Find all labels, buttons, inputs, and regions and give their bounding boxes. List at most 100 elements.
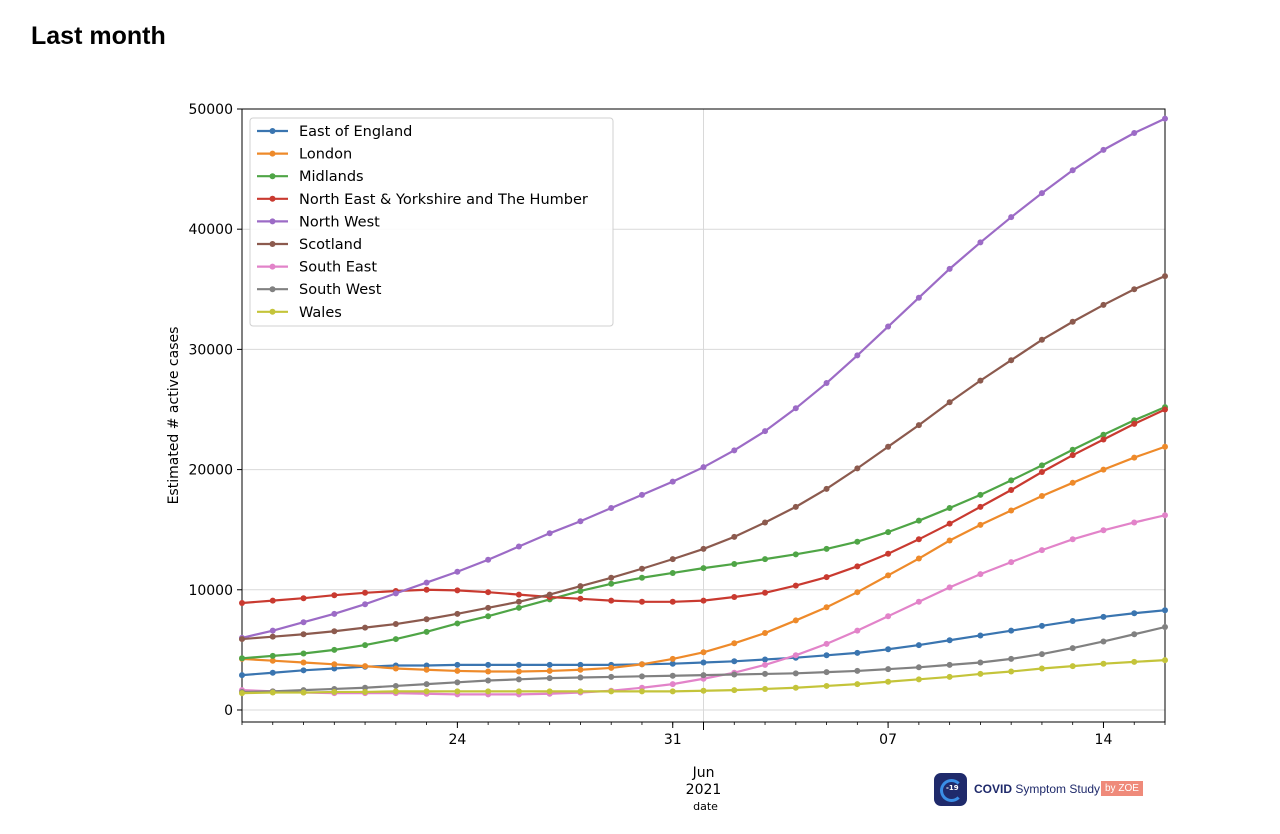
data-point-london bbox=[392, 665, 399, 672]
data-point-midlands bbox=[1069, 446, 1076, 453]
legend-label-london: London bbox=[299, 147, 352, 163]
data-point-north-east-yorkshire-and-the-humber bbox=[1008, 487, 1015, 494]
data-point-north-east-yorkshire-and-the-humber bbox=[300, 595, 307, 602]
x-tick-label: 14 bbox=[1095, 732, 1113, 748]
data-point-midlands bbox=[915, 517, 922, 524]
data-point-east-of-england bbox=[762, 656, 769, 663]
data-point-north-west bbox=[1162, 115, 1168, 122]
data-point-london bbox=[915, 555, 922, 562]
data-point-wales bbox=[331, 688, 338, 695]
data-point-london bbox=[485, 668, 492, 675]
data-point-midlands bbox=[669, 569, 676, 576]
data-point-north-east-yorkshire-and-the-humber bbox=[792, 582, 799, 589]
data-point-east-of-england bbox=[331, 665, 338, 672]
data-point-east-of-england bbox=[1008, 627, 1015, 634]
data-point-east-of-england bbox=[854, 649, 861, 656]
data-point-south-west bbox=[854, 667, 861, 674]
data-point-wales bbox=[1131, 658, 1138, 665]
data-point-east-of-england bbox=[1162, 607, 1168, 614]
data-point-midlands bbox=[731, 560, 738, 567]
data-point-london bbox=[1008, 507, 1015, 514]
data-point-east-of-england bbox=[577, 661, 584, 668]
data-point-wales bbox=[1162, 657, 1168, 664]
data-point-north-east-yorkshire-and-the-humber bbox=[485, 589, 492, 596]
data-point-wales bbox=[515, 688, 522, 695]
data-point-midlands bbox=[300, 650, 307, 657]
data-point-north-west bbox=[1069, 167, 1076, 174]
data-point-north-east-yorkshire-and-the-humber bbox=[638, 598, 645, 605]
data-point-north-east-yorkshire-and-the-humber bbox=[331, 592, 338, 599]
data-point-midlands bbox=[608, 580, 615, 587]
data-point-scotland bbox=[1069, 318, 1076, 325]
data-point-south-east bbox=[915, 598, 922, 605]
data-point-north-east-yorkshire-and-the-humber bbox=[700, 597, 707, 604]
data-point-london bbox=[731, 640, 738, 647]
legend-label-scotland: Scotland bbox=[299, 237, 362, 253]
legend-swatch-marker-east-of-england bbox=[269, 128, 276, 134]
data-point-east-of-england bbox=[423, 662, 430, 669]
legend-swatch-marker-north-east-yorkshire-and-the-humber bbox=[269, 195, 276, 202]
data-point-south-west bbox=[977, 659, 984, 666]
data-point-east-of-england bbox=[700, 659, 707, 666]
data-point-wales bbox=[854, 681, 861, 688]
data-point-scotland bbox=[1038, 336, 1045, 343]
data-point-midlands bbox=[239, 655, 245, 662]
data-point-wales bbox=[977, 670, 984, 677]
data-point-wales bbox=[823, 682, 830, 689]
data-point-north-east-yorkshire-and-the-humber bbox=[269, 597, 276, 604]
data-point-north-east-yorkshire-and-the-humber bbox=[1069, 452, 1076, 459]
data-point-north-west bbox=[1100, 146, 1107, 153]
data-point-south-east bbox=[1008, 559, 1015, 566]
data-point-midlands bbox=[392, 636, 399, 643]
legend-label-south-west: South West bbox=[299, 282, 382, 298]
data-point-wales bbox=[638, 688, 645, 695]
legend-label-north-west: North West bbox=[299, 214, 380, 230]
data-point-north-west bbox=[1131, 130, 1138, 137]
data-point-east-of-england bbox=[1038, 622, 1045, 629]
data-point-scotland bbox=[1100, 301, 1107, 308]
legend-label-north-east-yorkshire-and-the-humber: North East & Yorkshire and The Humber bbox=[299, 192, 588, 208]
data-point-london bbox=[300, 659, 307, 666]
data-point-south-east bbox=[669, 681, 676, 688]
data-point-wales bbox=[269, 689, 276, 696]
data-point-south-west bbox=[638, 673, 645, 680]
data-point-south-west bbox=[1131, 631, 1138, 638]
covid-symptom-study-logo: -19 COVID Symptom Study by ZOE bbox=[934, 773, 1154, 807]
x-major-tick-year: 2021 bbox=[686, 782, 722, 798]
data-point-scotland bbox=[454, 610, 461, 617]
data-point-north-west bbox=[700, 464, 707, 471]
data-point-south-west bbox=[1162, 624, 1168, 631]
legend-swatch-marker-wales bbox=[269, 308, 276, 315]
data-point-london bbox=[1131, 454, 1138, 461]
data-point-north-west bbox=[515, 543, 522, 550]
data-point-wales bbox=[392, 688, 399, 695]
data-point-north-west bbox=[608, 505, 615, 512]
data-point-london bbox=[885, 572, 892, 579]
data-point-scotland bbox=[823, 485, 830, 492]
data-point-north-west bbox=[638, 491, 645, 498]
data-point-london bbox=[546, 667, 553, 674]
data-point-south-east bbox=[1131, 519, 1138, 526]
data-point-south-west bbox=[454, 679, 461, 686]
data-point-north-west bbox=[1038, 190, 1045, 197]
x-axis-label: date bbox=[693, 800, 718, 813]
data-point-north-east-yorkshire-and-the-humber bbox=[577, 595, 584, 602]
data-point-south-west bbox=[1008, 655, 1015, 662]
data-point-midlands bbox=[823, 545, 830, 552]
data-point-wales bbox=[946, 673, 953, 680]
data-point-north-west bbox=[762, 428, 769, 435]
data-point-wales bbox=[577, 688, 584, 695]
data-point-london bbox=[1038, 493, 1045, 500]
data-point-london bbox=[423, 666, 430, 673]
data-point-london bbox=[1162, 443, 1168, 450]
x-tick-label: 24 bbox=[448, 732, 466, 748]
data-point-south-west bbox=[1038, 651, 1045, 658]
legend-swatch-marker-south-west bbox=[269, 286, 276, 293]
data-point-scotland bbox=[269, 633, 276, 640]
data-point-south-east bbox=[977, 571, 984, 578]
data-point-east-of-england bbox=[946, 637, 953, 644]
data-point-scotland bbox=[577, 583, 584, 590]
data-point-north-west bbox=[915, 294, 922, 301]
x-tick-label: 07 bbox=[879, 732, 897, 748]
